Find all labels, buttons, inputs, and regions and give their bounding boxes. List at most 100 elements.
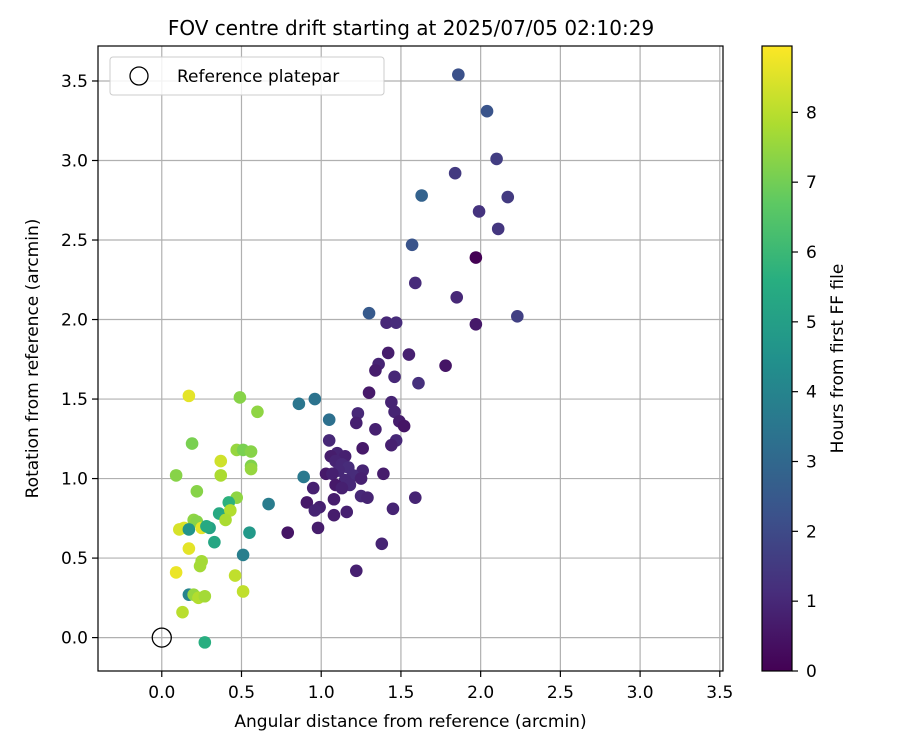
x-tick-label: 3.5 — [706, 683, 733, 703]
data-point — [469, 251, 483, 264]
y-tick-label: 2.0 — [61, 311, 88, 331]
data-point — [297, 470, 310, 484]
colorbar-label: Hours from first FF file — [828, 264, 848, 454]
data-point — [308, 392, 322, 406]
data-point — [236, 548, 250, 562]
data-point — [397, 419, 411, 433]
colorbar-tick-label: 4 — [806, 383, 817, 403]
data-point — [349, 416, 363, 430]
axis-ticks: 0.0 0.5 1.0 1.5 2.0 2.5 3.0 3.5 0.0 0.5 1.0 1.5 2.0 2… — [61, 72, 733, 703]
data-point — [408, 491, 422, 504]
data-point — [308, 504, 322, 517]
colorbar-tick-label: 1 — [806, 592, 817, 612]
data-point — [169, 566, 183, 579]
data-point — [356, 442, 369, 455]
data-point — [322, 413, 336, 427]
data-point — [292, 397, 306, 411]
data-point — [335, 481, 349, 495]
data-point — [244, 445, 258, 458]
data-point — [448, 166, 462, 180]
x-tick-label: 1.0 — [308, 683, 335, 703]
data-point — [214, 454, 228, 468]
data-point — [185, 437, 199, 450]
chart-title: FOV centre drift starting at 2025/07/05 … — [168, 16, 654, 40]
data-point — [219, 513, 232, 527]
x-tick-label: 1.5 — [387, 683, 414, 703]
colorbar-gradient — [761, 45, 793, 672]
data-point — [327, 492, 341, 506]
colorbar: 0 1 2 3 4 5 6 7 8 Hours from first FF file — [761, 45, 848, 682]
x-tick-label: 2.5 — [547, 683, 574, 703]
data-point — [306, 481, 320, 495]
data-point — [369, 364, 382, 377]
data-point — [469, 318, 483, 331]
colorbar-tick-label: 6 — [806, 243, 817, 263]
data-point — [281, 526, 295, 539]
colorbar-tick-label: 0 — [806, 662, 817, 682]
data-point — [362, 386, 376, 399]
legend-label: Reference platepar — [177, 67, 339, 87]
data-point — [385, 438, 398, 452]
data-point — [389, 316, 403, 330]
y-tick-label: 3.0 — [61, 152, 88, 172]
data-point — [251, 405, 264, 419]
data-point — [450, 290, 464, 304]
data-point — [405, 238, 419, 252]
data-point — [311, 521, 325, 535]
data-point — [176, 605, 189, 619]
data-point — [182, 542, 196, 555]
reference-marker — [151, 627, 172, 648]
data-point — [369, 422, 382, 436]
data-point — [472, 205, 486, 218]
data-point — [198, 636, 212, 649]
y-axis-label: Rotation from reference (arcmin) — [23, 219, 43, 499]
data-point — [501, 190, 515, 204]
data-point — [480, 104, 494, 118]
y-tick-label: 1.0 — [61, 470, 88, 490]
data-point — [193, 559, 207, 573]
colorbar-tick-label: 3 — [806, 453, 817, 473]
data-point — [439, 359, 452, 372]
x-tick-label: 0.5 — [228, 683, 255, 703]
data-point — [349, 564, 363, 578]
data-point — [340, 505, 354, 519]
data-point — [173, 523, 186, 536]
reference-platepar-marker — [151, 627, 172, 648]
data-point — [327, 508, 341, 522]
data-point — [490, 152, 503, 166]
y-tick-label: 3.5 — [61, 72, 88, 92]
colorbar-tick-label: 2 — [806, 522, 817, 542]
data-point — [322, 434, 336, 447]
data-point — [262, 497, 275, 511]
data-point — [354, 472, 368, 485]
legend-marker — [129, 66, 149, 86]
y-tick-label: 0.5 — [61, 549, 88, 569]
data-point — [377, 467, 390, 481]
data-point — [380, 316, 393, 330]
data-point — [415, 189, 428, 202]
data-point — [351, 407, 365, 420]
data-point — [182, 523, 196, 536]
y-tick-label: 2.5 — [61, 231, 88, 251]
data-point — [388, 405, 401, 419]
x-axis-label: Angular distance from reference (arcmin) — [234, 712, 586, 732]
data-point — [208, 535, 221, 549]
data-point — [190, 484, 204, 498]
data-point — [198, 589, 212, 603]
data-point — [388, 370, 401, 384]
data-points — [169, 68, 524, 649]
data-point — [375, 537, 389, 551]
y-tick-label: 1.5 — [61, 390, 88, 410]
data-point — [381, 346, 395, 360]
data-point — [452, 68, 465, 81]
data-point — [233, 391, 247, 404]
colorbar-tick-label: 7 — [806, 173, 817, 193]
data-point — [243, 526, 256, 539]
colorbar-tick-label: 5 — [806, 313, 817, 333]
data-point — [361, 491, 374, 504]
x-tick-label: 3.0 — [627, 683, 654, 703]
data-point — [408, 276, 422, 290]
data-point — [326, 467, 339, 481]
data-point — [182, 389, 196, 403]
